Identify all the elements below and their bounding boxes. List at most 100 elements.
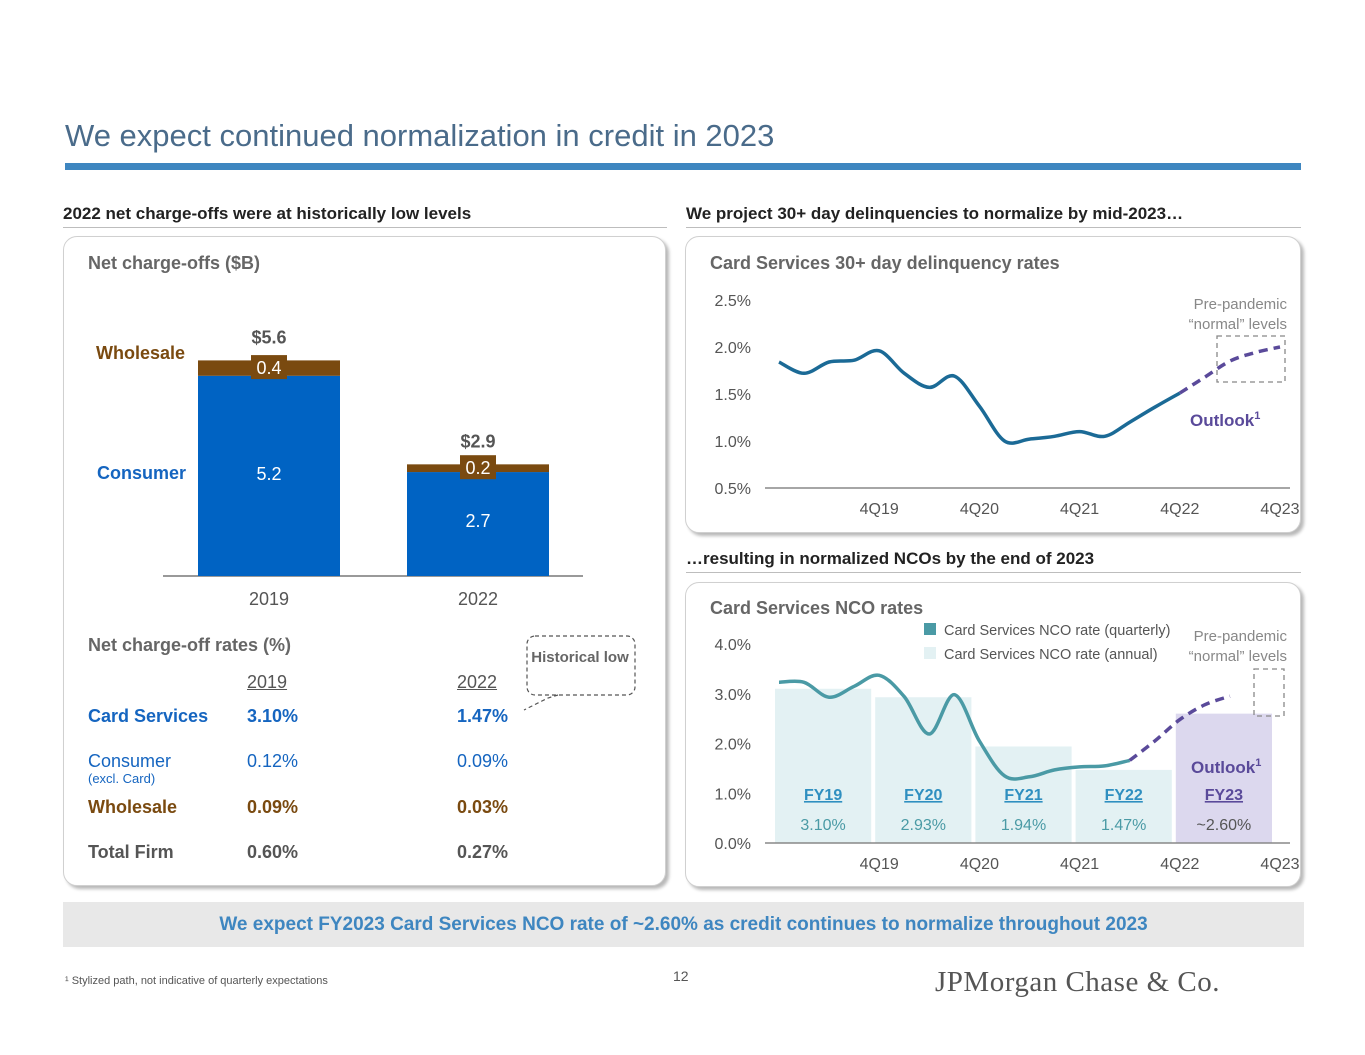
- dq-annotation-line1: Pre-pandemic: [1194, 296, 1288, 313]
- ncr-annual-label-FY23: FY23: [1205, 787, 1243, 804]
- right-bottom-section-heading: …resulting in normalized NCOs by the end…: [686, 549, 1095, 568]
- ncr-y-tick: 1.0%: [715, 786, 751, 803]
- dq-y-tick: 1.5%: [715, 387, 751, 404]
- ncr-annotation-line2: “normal” levels: [1189, 648, 1287, 665]
- page-title: We expect continued normalization in cre…: [65, 118, 775, 153]
- dq-outlook-series: [1178, 345, 1281, 395]
- dq-x-tick: 4Q19: [860, 501, 899, 518]
- ncr-legend-swatch-quarterly: [924, 623, 936, 635]
- legend-wholesale: Wholesale: [96, 343, 185, 363]
- rates-header-2019: 2019: [247, 672, 288, 692]
- ncr-normal-box: [1253, 668, 1285, 717]
- rates-row-card-2019: 3.10%: [247, 706, 299, 726]
- nco-rates-chart: 4.0% 3.0% 2.0% 1.0% 0.0% FY19 3.10% FY20 2.93% FY…: [715, 623, 1299, 873]
- label-consumer-2019: 5.2: [256, 464, 281, 484]
- ncr-annual-label-FY20: FY20: [904, 787, 942, 804]
- ncr-outlook-label: Outlook1: [1191, 757, 1261, 777]
- left-section-heading: 2022 net charge-offs were at historicall…: [63, 204, 472, 223]
- bar-consumer-2022: [407, 472, 549, 576]
- rates-row-total-label: Total Firm: [88, 842, 174, 862]
- ncr-annual-value-FY22: 1.47%: [1101, 817, 1146, 834]
- footnote: ¹ Stylized path, not indicative of quart…: [65, 975, 328, 987]
- rates-row-card-2022: 1.47%: [457, 706, 509, 726]
- dq-x-tick: 4Q21: [1060, 501, 1099, 518]
- dq-y-tick: 2.0%: [715, 340, 751, 357]
- dq-actual-series: [778, 348, 1181, 445]
- dq-y-tick: 2.5%: [715, 293, 751, 310]
- historical-low-text: Historical low: [531, 649, 629, 666]
- rates-header-2022: 2022: [457, 672, 498, 692]
- ncr-annual-bar-FY19: [775, 688, 872, 843]
- ncr-annual-value-FY23: ~2.60%: [1197, 817, 1252, 834]
- delinquency-line-chart: 2.5% 2.0% 1.5% 1.0% 0.5% 4Q19 4Q20 4Q21 4Q22 4Q23…: [715, 293, 1299, 518]
- bar-consumer-2019: [198, 375, 340, 576]
- ncr-y-tick: 2.0%: [715, 737, 751, 754]
- ncr-y-tick: 3.0%: [715, 687, 751, 704]
- total-2019: $5.6: [251, 327, 286, 347]
- rates-row-wholesale-2022: 0.03%: [457, 797, 509, 817]
- dq-y-tick: 1.0%: [715, 434, 751, 451]
- ncr-annual-label-FY19: FY19: [804, 787, 842, 804]
- ncr-y-tick: 0.0%: [715, 836, 751, 853]
- nco-rates-chart-title: Card Services NCO rates: [710, 598, 924, 618]
- ncr-quarterly-series: [778, 673, 1131, 781]
- ncr-x-tick: 4Q19: [860, 856, 899, 873]
- rates-table-title: Net charge-off rates (%): [88, 635, 292, 655]
- ncr-legend-quarterly: Card Services NCO rate (quarterly): [944, 623, 1170, 639]
- dq-outlook-label: Outlook1: [1190, 410, 1260, 430]
- title-rule: [65, 163, 1301, 170]
- left-panel: [63, 236, 666, 886]
- x-label-2019: 2019: [249, 589, 289, 609]
- delinquency-panel: [685, 236, 1301, 533]
- right-top-section-rule: [686, 227, 1301, 228]
- ncr-annual-label-FY22: FY22: [1105, 787, 1143, 804]
- ncr-x-tick: 4Q22: [1160, 856, 1199, 873]
- label-wholesale-2022: 0.2: [465, 458, 490, 478]
- ncr-annual-value-FY19: 3.10%: [800, 817, 845, 834]
- label-bg-wholesale-2022: [460, 455, 496, 480]
- dq-y-tick: 0.5%: [715, 481, 751, 498]
- rates-row-consumer-2022: 0.09%: [457, 751, 509, 771]
- ncr-legend-swatch-annual: [924, 647, 936, 659]
- legend-consumer: Consumer: [97, 463, 186, 483]
- ncr-annual-value-FY21: 1.94%: [1001, 817, 1046, 834]
- left-section-rule: [63, 227, 667, 228]
- label-bg-wholesale-2019: [251, 355, 287, 380]
- ncr-annual-bar-FY22: [1075, 769, 1172, 843]
- ncr-annual-bar-FY20: [875, 697, 972, 843]
- rates-row-consumer-2019: 0.12%: [247, 751, 299, 771]
- rates-row-total-2019: 0.60%: [247, 842, 299, 862]
- summary-banner: We expect FY2023 Card Services NCO rate …: [63, 902, 1304, 947]
- right-top-section-heading: We project 30+ day delinquencies to norm…: [686, 204, 1184, 223]
- rates-row-card-label: Card Services: [88, 706, 209, 726]
- delinquency-chart-title: Card Services 30+ day delinquency rates: [710, 253, 1060, 273]
- rates-row-total-2022: 0.27%: [457, 842, 509, 862]
- rates-row-consumer-label: Consumer: [88, 751, 172, 771]
- right-bottom-section-rule: [686, 572, 1301, 573]
- rates-row-consumer-sublabel: (excl. Card): [88, 771, 156, 786]
- ncr-legend-annual: Card Services NCO rate (annual): [944, 647, 1158, 663]
- nco-stacked-bar-chart: 5.2 0.4 $5.6 2019 2.7 0.2 $2.9 2022 Wholesale C…: [96, 327, 583, 609]
- ncr-y-tick: 4.0%: [715, 637, 751, 654]
- total-2022: $2.9: [460, 431, 495, 451]
- ncr-outlook-series: [1128, 694, 1231, 762]
- x-label-2022: 2022: [458, 589, 498, 609]
- page-number: 12: [673, 968, 689, 984]
- rates-row-wholesale-label: Wholesale: [88, 797, 178, 817]
- label-wholesale-2019: 0.4: [256, 358, 281, 378]
- ncr-annual-bar-FY23: [1175, 713, 1272, 843]
- rates-row-wholesale-2019: 0.09%: [247, 797, 299, 817]
- dq-x-tick: 4Q22: [1160, 501, 1199, 518]
- nco-chart-title: Net charge-offs ($B): [88, 253, 261, 273]
- historical-low-callout: [523, 635, 636, 711]
- ncr-x-tick: 4Q23: [1260, 856, 1299, 873]
- dq-annotation-line2: “normal” levels: [1189, 316, 1287, 333]
- ncr-annotation-line1: Pre-pandemic: [1194, 628, 1288, 645]
- dq-normal-box: [1216, 335, 1286, 383]
- ncr-x-tick: 4Q21: [1060, 856, 1099, 873]
- label-consumer-2022: 2.7: [465, 511, 490, 531]
- dq-x-tick: 4Q20: [960, 501, 999, 518]
- jpmorgan-logo: JPMorgan Chase & Co.: [935, 966, 1220, 998]
- dq-x-tick: 4Q23: [1260, 501, 1299, 518]
- ncr-annual-label-FY21: FY21: [1004, 787, 1042, 804]
